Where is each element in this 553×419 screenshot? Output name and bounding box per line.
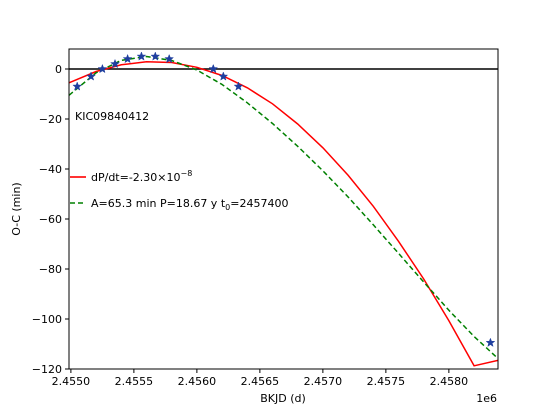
axis-layer: 2.4550 2.4555 2.4560 2.4565 2.4570 2.4575 2.45… [32, 48, 499, 388]
data-point-star [136, 51, 147, 61]
legend: dP/dt=-2.30×10−8 A=65.3 min P=18.67 y t0… [70, 169, 288, 212]
star-annotation: KIC09840412 [75, 110, 149, 123]
curve-layer [69, 55, 498, 367]
data-point-star [164, 53, 175, 64]
x-tick-label: 2.4565 [241, 375, 280, 388]
x-tick-label: 2.4555 [115, 375, 154, 388]
x-tick-label: 2.4560 [178, 375, 217, 388]
x-tick-label: 2.4550 [52, 375, 91, 388]
data-point-star [97, 63, 108, 74]
x-tick-label: 2.4580 [430, 375, 469, 388]
y-tick-label: −20 [39, 113, 62, 126]
data-point-star [150, 51, 161, 61]
x-tick-label: 2.4570 [304, 375, 343, 388]
data-point-star [86, 71, 96, 81]
x-tick-label: 2.4575 [367, 375, 406, 388]
y-tick-label: −120 [32, 363, 62, 376]
x-offset-label: 1e6 [476, 392, 497, 405]
data-point-star [233, 81, 244, 91]
data-point-star [485, 337, 496, 347]
data-point-star [218, 71, 229, 81]
y-axis-label: O-C (min) [10, 182, 23, 235]
data-point-star [72, 81, 83, 91]
data-point-star [208, 63, 219, 74]
parabola-fit-curve [69, 61, 498, 367]
y-tick-label: −60 [39, 213, 62, 226]
y-tick-label: −40 [39, 163, 62, 176]
plot-frame [68, 48, 499, 370]
y-tick-label: −100 [32, 313, 62, 326]
legend-label-green: A=65.3 min P=18.67 y t0=2457400 [91, 197, 288, 212]
y-tick-label: 0 [55, 63, 62, 76]
legend-label-red: dP/dt=-2.30×10−8 [91, 169, 192, 184]
y-tick-label: −80 [39, 263, 62, 276]
point-layer [72, 51, 496, 347]
data-point-star [110, 58, 120, 69]
x-axis-label: BKJD (d) [260, 392, 306, 405]
data-point-star [122, 53, 133, 64]
